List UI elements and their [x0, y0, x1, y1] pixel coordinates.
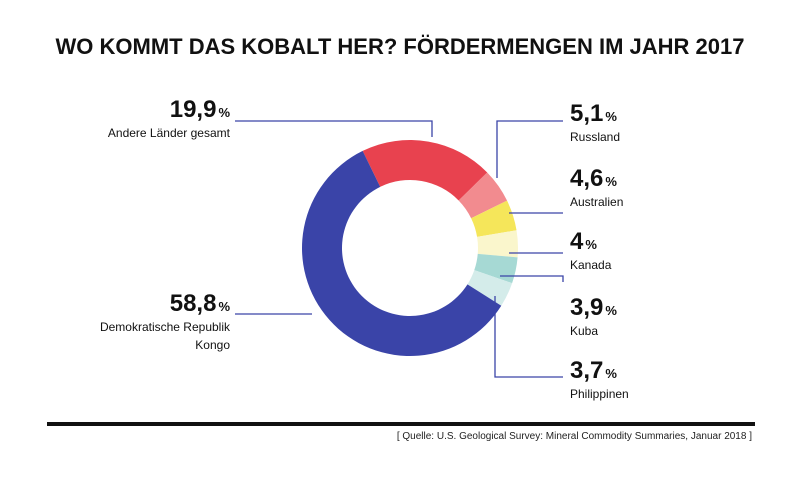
category-label: Andere Länder gesamt [107, 126, 230, 140]
slice [471, 200, 517, 237]
value-row: 5,1% [570, 100, 720, 128]
value-label: 58,8 [169, 290, 217, 317]
leader-line [496, 120, 563, 178]
unit-label: % [605, 109, 617, 124]
unit-label: % [605, 366, 617, 381]
unit-label: % [605, 303, 617, 318]
leader-line [494, 296, 563, 378]
data-label: 3,9% Kuba [570, 294, 720, 340]
value-row: 3,7% [570, 357, 720, 385]
slice [467, 270, 513, 306]
unit-label: % [605, 174, 617, 189]
value-label: 3,9 [570, 294, 604, 321]
data-label: 58,8% Demokratische Republik Kongo [80, 290, 230, 354]
data-label: 5,1% Russland [570, 100, 720, 146]
unit-label: % [218, 105, 230, 120]
data-label: 19,9% Andere Länder gesamt [60, 96, 230, 142]
data-label: 4% Kanada [570, 228, 720, 274]
chart-title: WO KOMMT DAS KOBALT HER? FÖRDERMENGEN IM… [55, 34, 745, 59]
category-label: Kanada [570, 258, 612, 272]
category-label: Kuba [570, 324, 599, 338]
slice [458, 172, 508, 219]
value-label: 3,7 [570, 357, 604, 384]
value-row: 4% [570, 228, 720, 256]
data-label: 3,7% Philippinen [570, 357, 720, 403]
unit-label: % [218, 299, 230, 314]
data-label: 4,6% Australien [570, 165, 720, 211]
value-label: 4 [570, 228, 584, 255]
category-label: Demokratische Republik Kongo [99, 320, 230, 352]
slice [362, 140, 488, 201]
value-row: 58,8% [80, 290, 230, 318]
category-label: Russland [570, 130, 621, 144]
leader-line [500, 275, 564, 282]
value-row: 3,9% [570, 294, 720, 322]
value-label: 5,1 [570, 100, 604, 127]
value-label: 19,9 [169, 96, 217, 123]
slice [477, 230, 518, 258]
slice [302, 150, 502, 357]
category-label: Australien [570, 195, 624, 209]
value-row: 19,9% [60, 96, 230, 124]
category-label: Philippinen [570, 387, 629, 401]
value-label: 4,6 [570, 165, 604, 192]
leader-line [235, 120, 433, 137]
value-row: 4,6% [570, 165, 720, 193]
source: [ Quelle: U.S. Geological Survey: Minera… [396, 431, 752, 442]
unit-label: % [585, 237, 597, 252]
